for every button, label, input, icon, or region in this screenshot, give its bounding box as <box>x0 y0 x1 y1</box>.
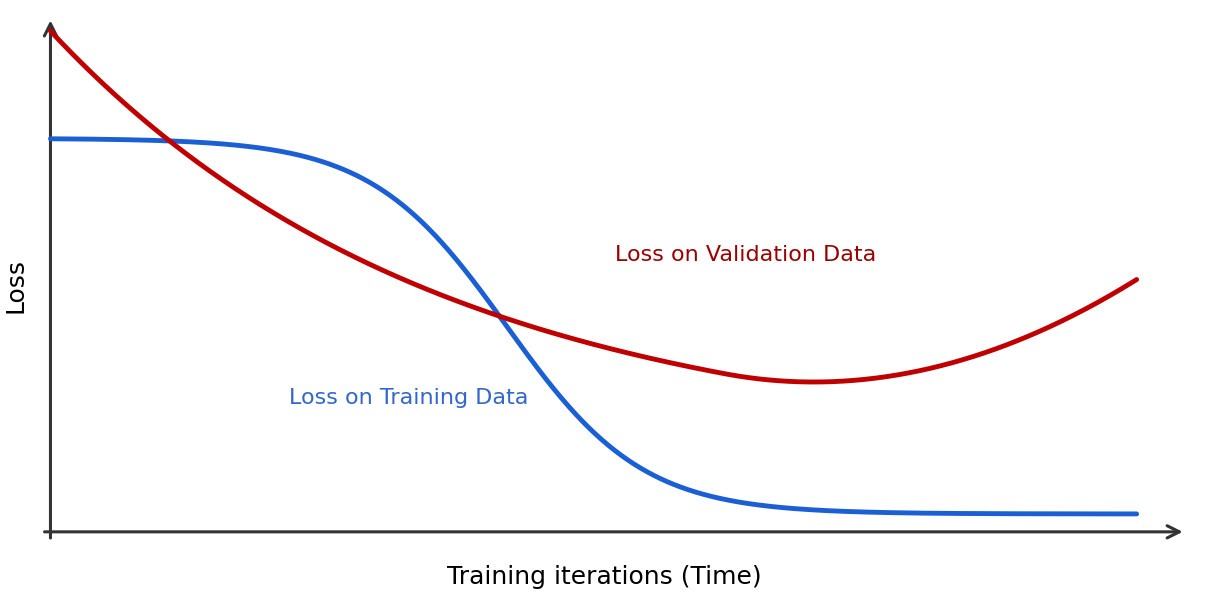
Text: Loss: Loss <box>4 258 28 313</box>
Text: Loss on Training Data: Loss on Training Data <box>289 388 528 408</box>
Text: Training iterations (Time): Training iterations (Time) <box>447 564 762 589</box>
Text: Loss on Validation Data: Loss on Validation Data <box>615 245 877 265</box>
